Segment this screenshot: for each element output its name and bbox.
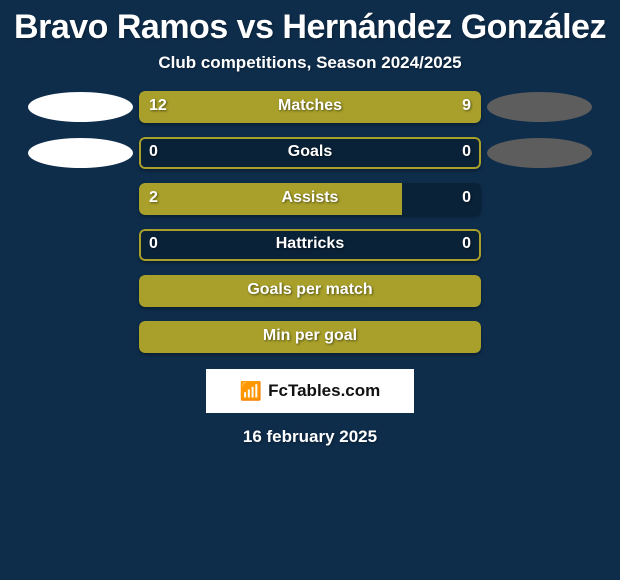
stat-bar: Min per goal [139,321,481,353]
stat-row: Min per goal [0,321,620,353]
stat-label: Hattricks [139,235,481,253]
spacer [28,184,133,214]
stat-row: 00Goals [0,137,620,169]
stat-bar: 129Matches [139,91,481,123]
date-label: 16 february 2025 [0,427,620,447]
stat-label: Matches [139,97,481,115]
comparison-card: Bravo Ramos vs Hernández González Club c… [0,0,620,580]
stat-label: Assists [139,189,481,207]
stat-row: 00Hattricks [0,229,620,261]
stat-bar: 00Goals [139,137,481,169]
player-ellipse-right [487,92,592,122]
spacer [28,230,133,260]
stat-row: Goals per match [0,275,620,307]
chart-icon: 📶 [240,382,262,400]
stat-rows: 129Matches 00Goals 20Assists 00Hattricks Goa… [0,91,620,353]
stat-bar: 20Assists [139,183,481,215]
stat-label: Min per goal [139,327,481,345]
stat-row: 129Matches [0,91,620,123]
player-ellipse-left [28,92,133,122]
stat-row: 20Assists [0,183,620,215]
spacer [487,230,592,260]
player-ellipse-right [487,138,592,168]
stat-label: Goals per match [139,281,481,299]
page-subtitle: Club competitions, Season 2024/2025 [0,53,620,91]
spacer [28,322,133,352]
page-title: Bravo Ramos vs Hernández González [0,0,620,53]
stat-bar: Goals per match [139,275,481,307]
spacer [487,276,592,306]
spacer [487,322,592,352]
spacer [487,184,592,214]
stat-bar: 00Hattricks [139,229,481,261]
logo-text: FcTables.com [268,381,380,401]
stat-label: Goals [139,143,481,161]
spacer [28,276,133,306]
logo-badge[interactable]: 📶 FcTables.com [206,369,414,413]
player-ellipse-left [28,138,133,168]
